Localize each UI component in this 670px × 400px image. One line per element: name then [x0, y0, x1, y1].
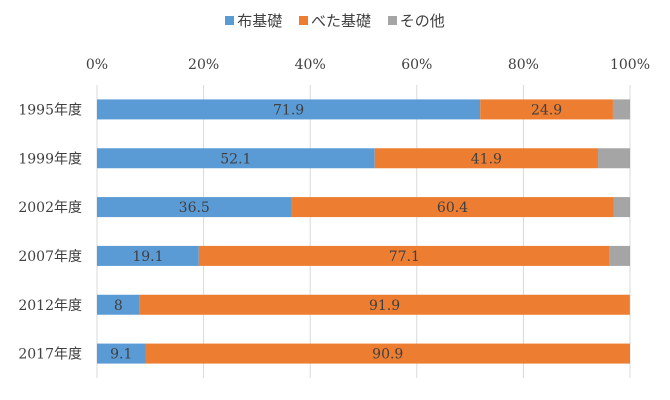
category-label: 1995年度: [18, 102, 82, 118]
x-tick-label: 20%: [188, 57, 219, 73]
data-label: 52.1: [220, 151, 251, 167]
bar-segment-mat-foundation: [480, 99, 613, 120]
data-label: 36.5: [179, 200, 210, 216]
legend-item-mat-foundation[interactable]: べた基礎: [298, 10, 371, 31]
legend-swatch-mat-foundation: [298, 16, 308, 25]
legend-swatch-cloth-foundation: [225, 16, 235, 25]
category-label: 2017年度: [18, 347, 82, 363]
bar-segment-cloth-foundation: [97, 148, 375, 169]
data-label: 41.9: [471, 151, 502, 167]
bar-segment-other: [613, 197, 630, 218]
bar-segment-cloth-foundation: [97, 343, 146, 364]
legend: 布基礎 べた基礎 その他: [0, 10, 670, 31]
data-label: 60.4: [437, 200, 468, 216]
data-label: 8: [114, 298, 123, 314]
legend-label-cloth-foundation: 布基礎: [237, 12, 283, 30]
bar-segment-mat-foundation: [374, 148, 599, 169]
data-label: 71.9: [273, 102, 304, 118]
bar-segment-mat-foundation: [139, 294, 630, 315]
bar-segment-mat-foundation: [198, 245, 610, 266]
bar-segment-mat-foundation: [145, 343, 631, 364]
legend-item-cloth-foundation[interactable]: 布基礎: [225, 10, 282, 31]
category-label: 2012年度: [18, 298, 82, 314]
bar-segment-cloth-foundation: [97, 294, 140, 315]
bar-segment-other: [612, 99, 630, 120]
legend-label-other: その他: [399, 12, 445, 30]
bar-segment-cloth-foundation: [97, 99, 481, 120]
data-label: 9.1: [110, 347, 132, 363]
bar-segment-mat-foundation: [291, 197, 614, 218]
data-label: 77.1: [389, 249, 420, 265]
bar-segment-cloth-foundation: [97, 197, 292, 218]
bar-segment-other: [598, 148, 630, 169]
bar-segment-cloth-foundation: [97, 245, 199, 266]
category-label: 2002年度: [18, 200, 82, 216]
x-tick-label: 80%: [508, 57, 539, 73]
x-tick-label: 100%: [610, 57, 650, 73]
legend-label-mat-foundation: べた基礎: [310, 12, 371, 30]
data-label: 90.9: [372, 347, 403, 363]
category-label: 1999年度: [18, 151, 82, 167]
data-label: 91.9: [369, 298, 400, 314]
category-label: 2007年度: [18, 249, 82, 265]
data-label: 19.1: [132, 249, 163, 265]
bar-segment-other: [609, 245, 630, 266]
bar-segment-other: [629, 294, 630, 315]
x-tick-label: 40%: [295, 57, 326, 73]
legend-swatch-other: [387, 16, 397, 25]
x-tick-label: 0%: [86, 57, 108, 73]
x-tick-label: 60%: [401, 57, 432, 73]
data-label: 24.9: [531, 102, 562, 118]
legend-item-other[interactable]: その他: [387, 10, 445, 31]
